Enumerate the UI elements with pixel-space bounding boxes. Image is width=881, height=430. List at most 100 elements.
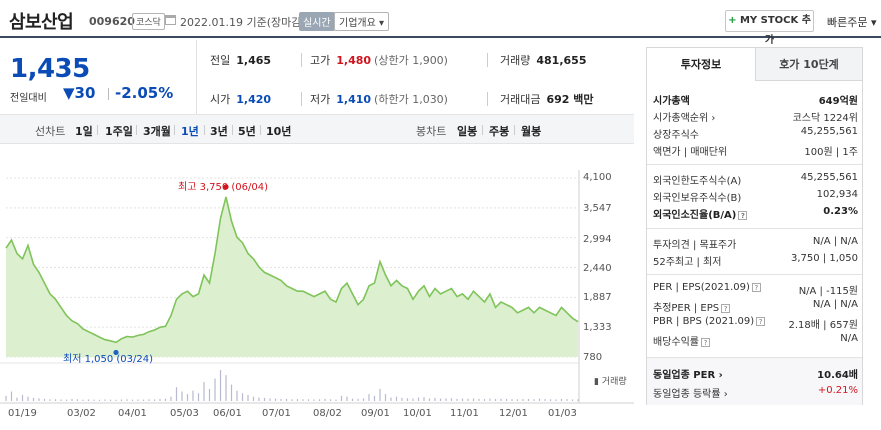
- chevron-down-icon: ▾: [379, 18, 385, 29]
- volume-bar: [274, 398, 277, 401]
- stat-volume: 거래량 481,655: [500, 52, 586, 68]
- volume-bar: [71, 398, 73, 401]
- volume-bar: [373, 395, 376, 401]
- volume-bar: [450, 398, 453, 401]
- x-tick-label: 01/19: [8, 408, 37, 419]
- volume-bar: [313, 399, 315, 401]
- volume-bar: [478, 398, 480, 401]
- info-label: 외국인한도주식수(A): [653, 176, 742, 187]
- volume-bar: [247, 394, 249, 401]
- price-change: ▼30: [63, 84, 95, 102]
- realtime-button[interactable]: 실시간: [299, 12, 335, 31]
- candle-daily[interactable]: 일봉: [457, 125, 478, 138]
- x-tick-label: 10/01: [403, 408, 432, 419]
- volume-bar: [159, 398, 161, 401]
- period-3m[interactable]: 3개월: [143, 125, 171, 138]
- help-icon[interactable]: ?: [756, 317, 766, 326]
- volume-bar: [98, 399, 101, 401]
- volume-bar: [225, 375, 227, 401]
- candle-chart-tab[interactable]: 봉차트: [416, 125, 447, 138]
- volume-bar: [346, 396, 348, 401]
- help-icon[interactable]: ?: [751, 283, 761, 292]
- info-label-text: PER | EPS(2021.09): [653, 282, 750, 293]
- volume-bar: [423, 397, 425, 401]
- info-label: 배당수익률?: [653, 333, 710, 348]
- volume-bar: [120, 399, 123, 401]
- stat-label: 저가: [310, 93, 331, 106]
- volume-bar: [566, 399, 568, 401]
- base-date: 2022.01.19 기준(장마감): [180, 16, 306, 29]
- volume-bar: [230, 384, 233, 401]
- info-label-text: 외국인소진율(B/A): [653, 210, 737, 221]
- volume-bar: [197, 393, 200, 401]
- volume-bar: [131, 399, 134, 401]
- volume-bar: [109, 399, 112, 401]
- x-tick-label: 03/02: [67, 408, 96, 419]
- volume-bar: [538, 398, 541, 401]
- period-3y[interactable]: 3년: [210, 125, 228, 138]
- volume-bar: [137, 399, 139, 401]
- quick-order-button[interactable]: 빠른주문 ▾: [827, 14, 877, 30]
- divider: [108, 88, 109, 100]
- volume-bar: [555, 399, 557, 401]
- line-chart-tab[interactable]: 선차트: [35, 125, 66, 138]
- period-1d[interactable]: 1일: [75, 125, 93, 138]
- volume-bar: [335, 399, 337, 401]
- volume-bar: [181, 391, 183, 401]
- volume-bar: [571, 399, 574, 401]
- stat-value: 1,420: [236, 93, 272, 106]
- info-value: N/A: [840, 333, 858, 344]
- divider: [647, 164, 862, 165]
- info-label: 52주최고 | 최저: [653, 257, 722, 268]
- tab-investment-info[interactable]: 투자정보: [647, 48, 755, 81]
- volume-bar: [467, 398, 469, 401]
- candle-weekly[interactable]: 주봉: [489, 125, 510, 138]
- info-value: 45,255,561: [800, 126, 858, 137]
- prev-day-label: 전일대비: [10, 93, 47, 104]
- volume-bar: [560, 398, 563, 401]
- period-10y[interactable]: 10년: [266, 125, 292, 138]
- stat-upper-limit: (상한가 1,900): [374, 54, 448, 67]
- period-1w[interactable]: 1주일: [105, 125, 133, 138]
- volume-bar: [395, 396, 398, 401]
- price-area: [6, 196, 578, 357]
- info-label-text: 시가총액순위: [653, 113, 709, 124]
- volume-bar: [170, 396, 172, 401]
- help-icon[interactable]: ?: [701, 338, 710, 347]
- volume-bar: [412, 398, 414, 401]
- volume-bar: [252, 396, 255, 401]
- help-icon[interactable]: ?: [738, 211, 748, 220]
- company-overview-button[interactable]: 기업개요 ▾: [334, 12, 390, 31]
- divider: [514, 125, 515, 135]
- info-value: 2.18배 | 657원: [788, 320, 858, 331]
- help-icon[interactable]: ?: [721, 304, 731, 313]
- period-1y[interactable]: 1년: [181, 125, 199, 138]
- volume-bar: [489, 398, 491, 401]
- info-label-text: PBR | BPS (2021.09): [653, 316, 755, 327]
- x-tick-label: 01/03: [548, 408, 577, 419]
- stat-label: 고가: [310, 54, 331, 67]
- divider: [136, 125, 137, 135]
- volume-bar: [434, 397, 436, 401]
- x-tick-label: 12/01: [499, 408, 528, 419]
- chart-high-annotation: 최고 3,750 (06/04): [178, 178, 268, 193]
- period-5y[interactable]: 5년: [238, 125, 256, 138]
- info-label: PER | EPS(2021.09)?: [653, 282, 761, 293]
- stat-value: 481,655: [536, 54, 587, 67]
- stock-code: 009620: [89, 15, 135, 28]
- my-stock-add-button[interactable]: + MY STOCK 추가: [725, 10, 814, 46]
- volume-bar: [126, 399, 128, 401]
- chart-low-label: 최저 1,050 (03/24): [63, 354, 154, 365]
- stat-open: 시가 1,420: [210, 91, 271, 107]
- info-value: 10.64배: [817, 370, 858, 381]
- info-label: PBR | BPS (2021.09)?: [653, 316, 766, 327]
- high-marker: [223, 184, 229, 190]
- volume-bar: [511, 399, 513, 401]
- volume-bar: [329, 399, 332, 401]
- info-label-text: 추정PER | EPS: [653, 303, 720, 314]
- info-label-text: 배당수익률: [653, 337, 699, 348]
- divider: [487, 92, 488, 106]
- candle-monthly[interactable]: 월봉: [521, 125, 542, 138]
- tab-orderbook-10[interactable]: 호가 10단계: [755, 48, 862, 81]
- divider: [232, 125, 233, 135]
